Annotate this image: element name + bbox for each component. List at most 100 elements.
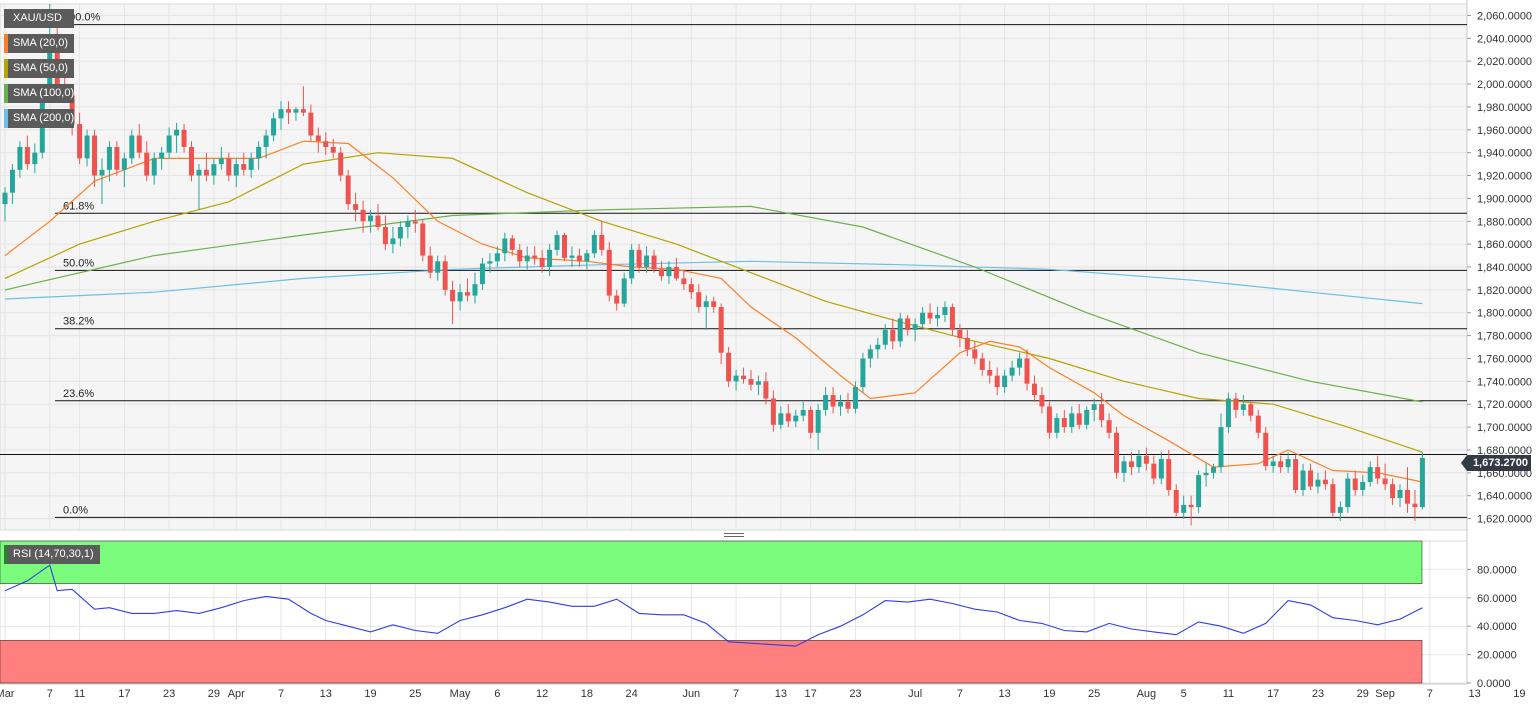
candle-down — [1248, 404, 1254, 416]
candle-up — [435, 261, 441, 273]
candle-down — [711, 301, 717, 308]
legend-sma100-label: SMA (100,0) — [13, 87, 75, 99]
candle-up — [233, 164, 239, 176]
candle-down — [330, 146, 336, 153]
x-tick-label: 7 — [957, 688, 963, 700]
candle-down — [1039, 395, 1045, 407]
candle-up — [1345, 478, 1351, 508]
x-tick-label: Jul — [908, 688, 922, 700]
indicator-legend: XAU/USD SMA (20,0) SMA (50,0) SMA (100,0… — [4, 9, 74, 134]
candle-up — [1337, 507, 1343, 513]
candle-down — [614, 295, 620, 304]
candle-down — [308, 112, 314, 136]
candle-up — [815, 409, 821, 433]
sma20-swatch — [4, 34, 8, 53]
legend-sma20[interactable]: SMA (20,0) — [4, 34, 74, 53]
candle-up — [621, 278, 627, 304]
candle-down — [181, 129, 187, 147]
candle-down — [927, 312, 933, 319]
rsi-y-tick-label: 80.0000 — [1477, 564, 1517, 576]
candle-down — [599, 234, 605, 250]
y-tick-label: 1,940.0000 — [1477, 148, 1532, 160]
x-tick-label: 17 — [1267, 688, 1279, 700]
candle-down — [651, 255, 657, 270]
pane-resize-handle[interactable] — [724, 533, 744, 539]
x-tick-label: 17 — [118, 688, 130, 700]
candle-up — [1121, 461, 1127, 473]
candle-up — [1397, 489, 1403, 498]
candle-up — [1419, 457, 1425, 508]
x-tick-label: 24 — [626, 688, 638, 700]
candle-down — [1061, 417, 1067, 428]
x-tick-label: 18 — [581, 688, 593, 700]
x-tick-label: 5 — [1181, 688, 1187, 700]
candle-up — [494, 253, 500, 262]
x-tick-label: 23 — [163, 688, 175, 700]
candle-down — [1412, 503, 1418, 508]
candle-up — [256, 146, 262, 159]
legend-sma50-label: SMA (50,0) — [13, 62, 69, 74]
candle-down — [420, 223, 426, 256]
x-tick-label: 6 — [494, 688, 500, 700]
candle-up — [823, 395, 829, 410]
candle-up — [875, 344, 881, 350]
candle-down — [1076, 413, 1082, 425]
candle-down — [785, 413, 791, 422]
candle-up — [733, 375, 739, 382]
sma100-line — [4, 205, 1423, 403]
candle-down — [562, 234, 567, 258]
candle-up — [778, 413, 784, 425]
sma200-swatch — [4, 109, 8, 128]
candle-up — [457, 292, 463, 302]
sma200-line — [4, 260, 1423, 305]
x-tick-label: 7 — [1427, 688, 1433, 700]
legend-symbol[interactable]: XAU/USD — [4, 9, 74, 28]
candle-down — [979, 358, 985, 370]
current-price-badge: 1,673.2700 — [1461, 455, 1531, 471]
y-tick-label: 2,000.0000 — [1477, 79, 1532, 91]
legend-sma100[interactable]: SMA (100,0) — [4, 84, 74, 103]
candle-up — [1196, 475, 1202, 508]
candle-up — [368, 215, 374, 222]
candle-up — [1091, 404, 1097, 410]
candle-down — [1046, 406, 1052, 433]
legend-sma200[interactable]: SMA (200,0) — [4, 109, 74, 128]
x-tick-label: 13 — [775, 688, 787, 700]
fib-level-label: 23.6% — [63, 388, 94, 400]
candle-down — [1263, 432, 1269, 466]
candle-up — [271, 118, 277, 136]
legend-sma200-label: SMA (200,0) — [13, 112, 75, 124]
candle-down — [345, 175, 351, 205]
candle-down — [1322, 479, 1328, 485]
x-tick-label: 19 — [364, 688, 376, 700]
candle-down — [1031, 383, 1037, 396]
y-tick-label: 1,620.0000 — [1477, 514, 1532, 526]
candle-down — [114, 146, 120, 170]
candle-down — [323, 141, 329, 147]
candle-up — [1017, 358, 1023, 368]
candle-down — [905, 318, 911, 330]
candle-down — [189, 146, 194, 176]
y-tick-label: 2,060.0000 — [1477, 10, 1532, 22]
x-tick-label: 7 — [733, 688, 739, 700]
y-tick-label: 1,880.0000 — [1477, 216, 1532, 228]
y-tick-label: 1,980.0000 — [1477, 102, 1532, 114]
y-tick-label: 1,920.0000 — [1477, 171, 1532, 183]
legend-rsi[interactable]: RSI (14,70,30,1) — [4, 545, 100, 564]
candle-up — [278, 109, 284, 119]
candle-up — [1300, 470, 1306, 490]
candle-up — [1360, 481, 1366, 490]
x-tick-label: Aug — [1137, 688, 1157, 700]
candle-down — [1375, 467, 1381, 479]
x-tick-label: 7 — [278, 688, 284, 700]
x-tick-label: 13 — [320, 688, 332, 700]
candle-up — [882, 329, 888, 345]
y-tick-label: 2,020.0000 — [1477, 56, 1532, 68]
candle-down — [1188, 504, 1194, 508]
candle-up — [397, 226, 403, 239]
candle-down — [532, 255, 538, 258]
candle-down — [726, 352, 732, 382]
legend-sma50[interactable]: SMA (50,0) — [4, 59, 74, 78]
